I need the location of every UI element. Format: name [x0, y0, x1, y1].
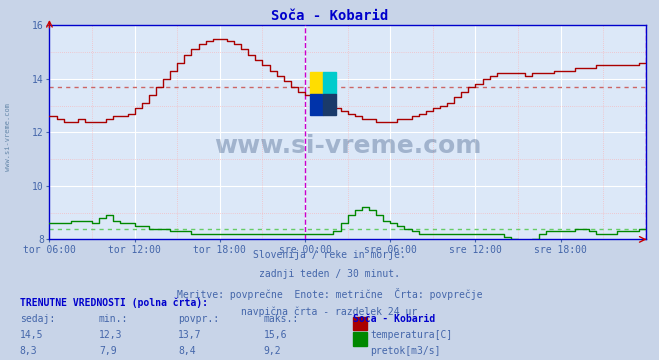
Text: navpična črta - razdelek 24 ur: navpična črta - razdelek 24 ur	[241, 306, 418, 317]
Text: 13,7: 13,7	[178, 330, 202, 341]
Text: 15,6: 15,6	[264, 330, 287, 341]
Text: 14,5: 14,5	[20, 330, 43, 341]
Text: 7,9: 7,9	[99, 346, 117, 356]
Text: Soča - Kobarid: Soča - Kobarid	[353, 314, 435, 324]
Text: 9,2: 9,2	[264, 346, 281, 356]
Text: 8,3: 8,3	[20, 346, 38, 356]
Text: povpr.:: povpr.:	[178, 314, 219, 324]
Text: sedaj:: sedaj:	[20, 314, 55, 324]
Text: Soča - Kobarid: Soča - Kobarid	[271, 9, 388, 23]
Text: Slovenija / reke in morje.: Slovenija / reke in morje.	[253, 250, 406, 260]
Text: temperatura[C]: temperatura[C]	[370, 330, 453, 341]
Text: maks.:: maks.:	[264, 314, 299, 324]
Text: Meritve: povprečne  Enote: metrične  Črta: povprečje: Meritve: povprečne Enote: metrične Črta:…	[177, 288, 482, 300]
Text: 12,3: 12,3	[99, 330, 123, 341]
Text: pretok[m3/s]: pretok[m3/s]	[370, 346, 441, 356]
Text: zadnji teden / 30 minut.: zadnji teden / 30 minut.	[259, 269, 400, 279]
Text: www.si-vreme.com: www.si-vreme.com	[5, 103, 11, 171]
Text: 8,4: 8,4	[178, 346, 196, 356]
Text: TRENUTNE VREDNOSTI (polna črta):: TRENUTNE VREDNOSTI (polna črta):	[20, 297, 208, 307]
Text: min.:: min.:	[99, 314, 129, 324]
Text: www.si-vreme.com: www.si-vreme.com	[214, 134, 481, 158]
